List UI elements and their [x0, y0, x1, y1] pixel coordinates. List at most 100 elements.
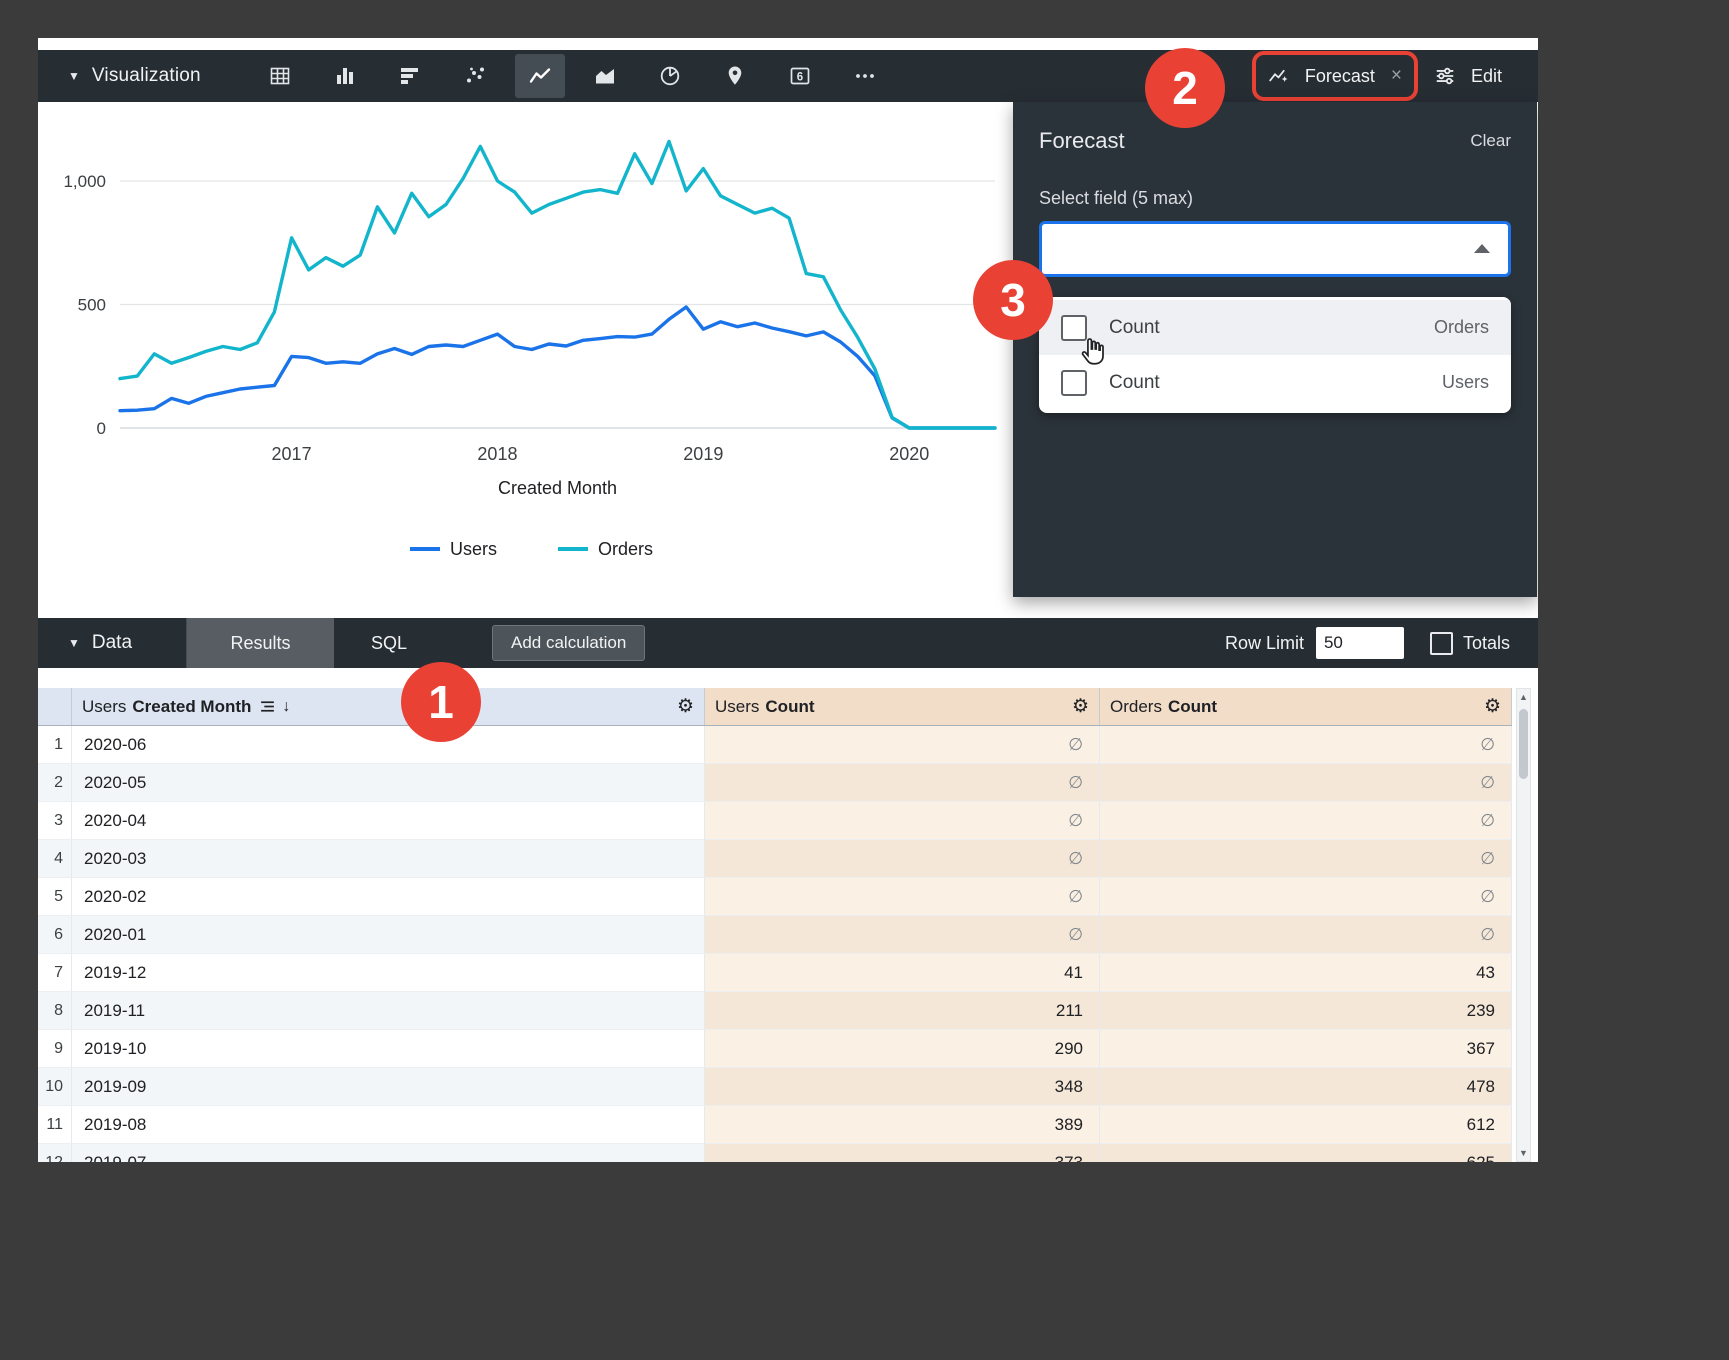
viz-type-table-icon[interactable]	[255, 54, 305, 98]
table-row: 8 2019-11 211 239	[38, 992, 1512, 1030]
gear-icon[interactable]: ⚙	[1483, 696, 1501, 717]
table-row: 4 2020-03 ∅ ∅	[38, 840, 1512, 878]
created-month-cell[interactable]: 2019-09	[72, 1068, 705, 1106]
forecast-option-checkbox[interactable]	[1061, 314, 1087, 341]
tab-sql[interactable]: SQL	[370, 632, 408, 653]
viz-type-line-chart-icon[interactable]	[514, 54, 565, 98]
viz-type-more-icon[interactable]	[840, 54, 890, 98]
created-month-cell[interactable]: 2020-03	[72, 840, 705, 878]
viz-type-pie-chart-icon[interactable]	[645, 54, 695, 98]
x-axis-label: Created Month	[498, 478, 617, 498]
viz-type-scatter-icon[interactable]	[450, 54, 500, 98]
created-month-cell[interactable]: 2020-01	[72, 916, 705, 954]
created-month-cell[interactable]: 2020-05	[72, 764, 705, 802]
table-row: 9 2019-10 290 367	[38, 1030, 1512, 1068]
annotation-badge-3: 3	[973, 260, 1053, 340]
forecast-option-orders-count[interactable]: Count Orders	[1039, 300, 1511, 355]
gear-icon[interactable]: ⚙	[676, 696, 694, 717]
orders-count-cell[interactable]: ∅	[1100, 764, 1512, 802]
users-count-cell[interactable]: 389	[705, 1106, 1100, 1144]
gear-icon[interactable]: ⚙	[1071, 696, 1089, 717]
collapse-caret-icon: ▼	[68, 69, 80, 83]
users-count-cell[interactable]: ∅	[705, 764, 1100, 802]
hand-cursor-icon	[1076, 336, 1108, 373]
users-count-cell[interactable]: ∅	[705, 802, 1100, 840]
users-count-cell[interactable]: 348	[705, 1068, 1100, 1106]
users-count-cell[interactable]: ∅	[705, 878, 1100, 916]
orders-count-cell[interactable]: 478	[1100, 1068, 1512, 1106]
row-number-cell: 11	[38, 1106, 72, 1144]
users-count-cell[interactable]: 373	[705, 1144, 1100, 1162]
orders-count-cell[interactable]: 239	[1100, 992, 1512, 1030]
users-count-cell[interactable]: ∅	[705, 840, 1100, 878]
users-count-cell[interactable]: 290	[705, 1030, 1100, 1068]
forecast-option-users-count[interactable]: Count Users	[1039, 355, 1511, 410]
viz-type-map-icon[interactable]	[710, 54, 760, 98]
series-line-users[interactable]	[118, 305, 997, 430]
series-line-orders[interactable]	[118, 139, 997, 430]
users-count-cell[interactable]: 41	[705, 954, 1100, 992]
tab-results[interactable]: Results	[187, 618, 334, 668]
scrollbar-thumb[interactable]	[1519, 709, 1528, 779]
row-number-cell: 6	[38, 916, 72, 954]
y-tick-label: 0	[97, 419, 106, 438]
created-month-cell[interactable]: 2019-07	[72, 1144, 705, 1162]
forecast-field-select[interactable]	[1039, 221, 1511, 277]
created-month-cell[interactable]: 2020-02	[72, 878, 705, 916]
visualization-section-toggle[interactable]: ▼ Visualization	[38, 65, 201, 87]
created-month-cell[interactable]: 2020-06	[72, 726, 705, 764]
orders-count-cell[interactable]: ∅	[1100, 802, 1512, 840]
edit-button[interactable]: Edit	[1434, 65, 1502, 87]
forecast-button[interactable]: Forecast	[1304, 65, 1375, 86]
orders-count-cell[interactable]: 367	[1100, 1030, 1512, 1068]
forecast-icon	[1268, 66, 1289, 87]
y-tick-label: 1,000	[63, 172, 106, 191]
row-number-cell: 9	[38, 1030, 72, 1068]
data-section-toggle[interactable]: ▼ Data	[38, 632, 186, 654]
viz-type-bar-chart-icon[interactable]	[320, 54, 370, 98]
visualization-toolbar: ▼ Visualization 6 Forecast × Edit	[38, 50, 1538, 102]
users-count-cell[interactable]: ∅	[705, 916, 1100, 954]
totals-checkbox[interactable]	[1429, 631, 1453, 655]
orders-count-cell[interactable]: 43	[1100, 954, 1512, 992]
orders-count-cell[interactable]: ∅	[1100, 878, 1512, 916]
tune-icon	[1434, 65, 1456, 87]
svg-text:6: 6	[797, 72, 803, 84]
chevron-up-icon	[1474, 244, 1490, 253]
created-month-cell[interactable]: 2019-12	[72, 954, 705, 992]
add-calculation-button[interactable]: Add calculation	[492, 625, 646, 661]
table-row: 11 2019-08 389 612	[38, 1106, 1512, 1144]
created-month-cell[interactable]: 2019-08	[72, 1106, 705, 1144]
scroll-up-icon[interactable]: ▲	[1519, 692, 1528, 702]
forecast-option-checkbox[interactable]	[1061, 369, 1087, 396]
column-header-orders-count[interactable]: Orders Count ⚙	[1100, 688, 1512, 725]
orders-count-cell[interactable]: ∅	[1100, 840, 1512, 878]
data-toolbar: ▼ Data Results SQL Add calculation Row L…	[38, 618, 1538, 668]
subtotal-icon[interactable]	[259, 698, 276, 715]
created-month-cell[interactable]: 2020-04	[72, 802, 705, 840]
users-count-cell[interactable]: ∅	[705, 726, 1100, 764]
viz-type-row-chart-icon[interactable]	[385, 54, 435, 98]
scroll-down-icon[interactable]: ▼	[1519, 1148, 1528, 1158]
orders-count-cell[interactable]: ∅	[1100, 726, 1512, 764]
legend-item-users[interactable]: Users	[410, 539, 497, 559]
created-month-cell[interactable]: 2019-11	[72, 992, 705, 1030]
forecast-clear-button[interactable]: Clear	[1470, 131, 1511, 150]
viz-type-area-chart-icon[interactable]	[580, 54, 630, 98]
table-row: 7 2019-12 41 43	[38, 954, 1512, 992]
orders-count-cell[interactable]: 625	[1100, 1144, 1512, 1162]
orders-count-cell[interactable]: ∅	[1100, 916, 1512, 954]
viz-type-single-value-icon[interactable]: 6	[775, 54, 825, 98]
forecast-field-menu: Count Orders Count Users	[1039, 297, 1511, 413]
created-month-cell[interactable]: 2019-10	[72, 1030, 705, 1068]
table-scrollbar[interactable]: ▲ ▼	[1516, 688, 1531, 1162]
legend-item-orders[interactable]: Orders	[558, 539, 653, 559]
orders-count-cell[interactable]: 612	[1100, 1106, 1512, 1144]
forecast-close-icon[interactable]: ×	[1390, 65, 1402, 86]
row-limit-input[interactable]	[1315, 627, 1404, 659]
sort-desc-icon[interactable]: ↓	[282, 697, 291, 715]
results-table: Users Created Month ↓ ⚙ Users Count ⚙ Orders Cou…	[38, 688, 1512, 1162]
column-header-users-created-month[interactable]: Users Created Month ↓ ⚙	[72, 688, 705, 725]
users-count-cell[interactable]: 211	[705, 992, 1100, 1030]
column-header-users-count[interactable]: Users Count ⚙	[705, 688, 1100, 725]
